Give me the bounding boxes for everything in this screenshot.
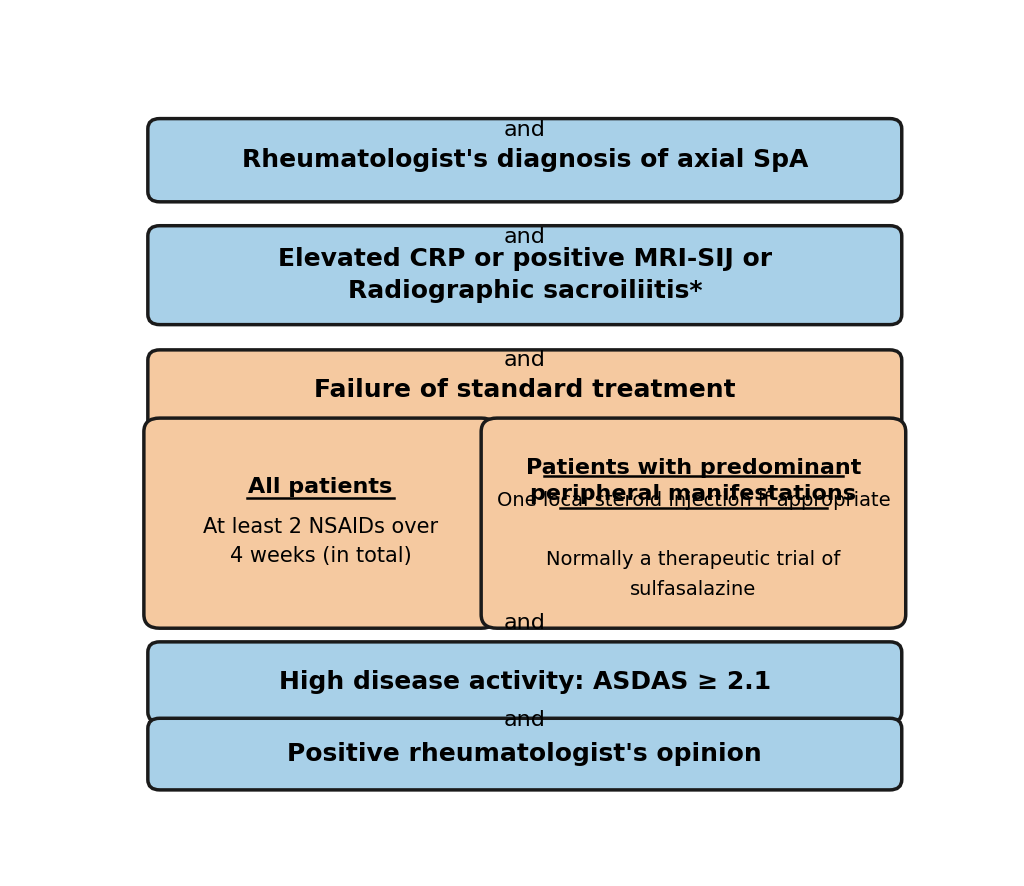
Text: One local steroid injection if appropriate

Normally a therapeutic trial of
sulf: One local steroid injection if appropria… — [497, 492, 890, 599]
Text: Positive rheumatologist's opinion: Positive rheumatologist's opinion — [288, 742, 762, 766]
FancyBboxPatch shape — [147, 226, 902, 324]
FancyBboxPatch shape — [147, 119, 902, 202]
Text: and: and — [504, 711, 546, 730]
Text: At least 2 NSAIDs over
4 weeks (in total): At least 2 NSAIDs over 4 weeks (in total… — [203, 517, 438, 566]
FancyBboxPatch shape — [481, 418, 905, 628]
Text: Failure of standard treatment: Failure of standard treatment — [314, 378, 735, 402]
Text: and: and — [504, 228, 546, 247]
FancyBboxPatch shape — [143, 418, 497, 628]
FancyBboxPatch shape — [147, 641, 902, 722]
Text: Rheumatologist's diagnosis of axial SpA: Rheumatologist's diagnosis of axial SpA — [242, 148, 808, 172]
Text: and: and — [504, 350, 546, 370]
FancyBboxPatch shape — [147, 719, 902, 790]
FancyBboxPatch shape — [147, 350, 902, 431]
Text: and: and — [504, 613, 546, 633]
Text: Elevated CRP or positive MRI-SIJ or
Radiographic sacroiliitis*: Elevated CRP or positive MRI-SIJ or Radi… — [278, 247, 772, 303]
Text: High disease activity: ASDAS ≥ 2.1: High disease activity: ASDAS ≥ 2.1 — [279, 670, 771, 694]
Text: All patients: All patients — [249, 477, 392, 496]
Text: Patients with predominant
peripheral manifestations: Patients with predominant peripheral man… — [525, 458, 861, 504]
Text: and: and — [504, 120, 546, 140]
